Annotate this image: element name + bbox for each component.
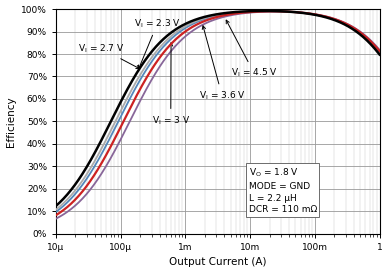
- Text: V$_\mathrm{I}$ = 4.5 V: V$_\mathrm{I}$ = 4.5 V: [226, 20, 277, 79]
- Text: V$_\mathrm{I}$ = 2.3 V: V$_\mathrm{I}$ = 2.3 V: [134, 17, 181, 69]
- Y-axis label: Efficiency: Efficiency: [5, 96, 16, 147]
- Text: V$_\mathrm{I}$ = 2.7 V: V$_\mathrm{I}$ = 2.7 V: [78, 42, 139, 69]
- Text: V$_\mathrm{I}$ = 3.6 V: V$_\mathrm{I}$ = 3.6 V: [199, 26, 246, 102]
- X-axis label: Output Current (A): Output Current (A): [169, 257, 267, 268]
- Text: V$_\mathrm{I}$ = 3 V: V$_\mathrm{I}$ = 3 V: [152, 43, 190, 127]
- Text: V$_\mathrm{O}$ = 1.8 V
MODE = GND
L = 2.2 μH
DCR = 110 mΩ: V$_\mathrm{O}$ = 1.8 V MODE = GND L = 2.…: [249, 167, 317, 214]
